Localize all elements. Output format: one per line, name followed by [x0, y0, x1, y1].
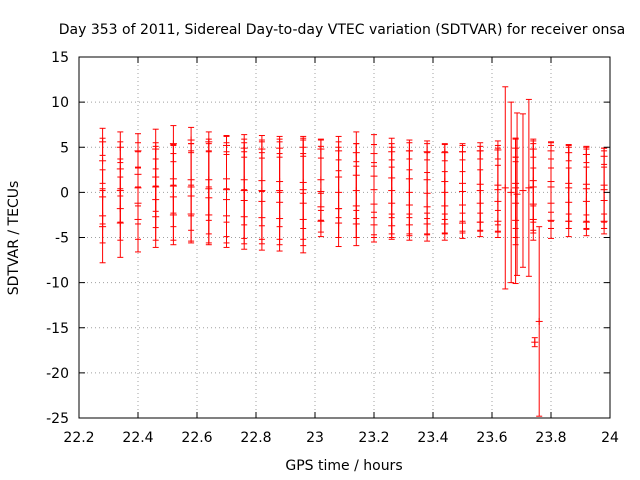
x-tick-label: 23.8	[535, 430, 566, 446]
data-point	[423, 212, 431, 236]
series-sat-e	[99, 156, 608, 285]
data-point	[116, 188, 124, 258]
data-point	[513, 112, 521, 276]
y-tick-label: 0	[60, 185, 69, 201]
x-tick-label: 22.6	[181, 430, 212, 446]
data-point	[187, 184, 195, 244]
x-tick-label: 23.6	[476, 430, 507, 446]
data-point	[501, 86, 509, 290]
y-tick-label: -5	[55, 231, 69, 247]
data-point	[547, 211, 555, 229]
data-point	[388, 213, 396, 238]
y-tick-label: -15	[46, 321, 69, 337]
x-axis-label: GPS time / hours	[285, 458, 402, 474]
x-tick-label: 22.4	[122, 430, 153, 446]
data-point	[258, 190, 266, 245]
x-tick-label: 23	[306, 430, 324, 446]
x-tick-label: 23.2	[358, 430, 389, 446]
data-series	[99, 86, 608, 417]
data-point	[459, 212, 466, 234]
data-point	[99, 190, 107, 264]
y-tick-label: -10	[46, 276, 69, 292]
x-tick-label: 22.2	[63, 430, 94, 446]
data-point	[529, 205, 537, 234]
data-point	[512, 156, 520, 285]
series-outlier	[501, 86, 543, 417]
data-point	[352, 209, 360, 238]
y-tick-label: -20	[46, 366, 69, 382]
data-point	[276, 191, 284, 246]
y-tick-label: 15	[51, 50, 69, 66]
data-point	[134, 186, 142, 253]
y-tick-label: -25	[46, 411, 69, 427]
data-point	[494, 209, 502, 233]
x-tick-label: 23.4	[417, 430, 448, 446]
data-point	[600, 213, 608, 229]
y-axis-label: SDTVAR / TECUs	[6, 181, 22, 296]
axis-ticks: 22.2 22.4 22.6 22.8 23 23.2 23.4 23.6 23.8 24 -25 -…	[46, 50, 619, 446]
data-point	[335, 208, 343, 238]
data-point	[441, 213, 449, 235]
data-point	[525, 98, 533, 277]
data-point	[370, 211, 378, 238]
y-tick-label: 10	[51, 95, 69, 111]
data-point	[169, 184, 177, 246]
x-tick-label: 24	[601, 430, 619, 446]
data-point	[531, 337, 539, 348]
data-point	[519, 113, 527, 268]
data-point	[582, 214, 590, 230]
data-point	[535, 226, 543, 417]
data-point	[299, 192, 307, 247]
data-point	[317, 209, 325, 233]
data-point	[405, 213, 413, 237]
data-point	[507, 101, 515, 284]
data-point	[240, 189, 248, 245]
data-point	[476, 212, 484, 232]
data-point	[152, 185, 160, 248]
y-tick-label: 5	[60, 140, 69, 156]
data-point	[205, 186, 213, 244]
data-point	[565, 213, 573, 229]
data-point	[223, 188, 230, 244]
chart-title: Day 353 of 2011, Sidereal Day-to-day VTE…	[59, 22, 626, 38]
x-tick-label: 22.8	[240, 430, 271, 446]
